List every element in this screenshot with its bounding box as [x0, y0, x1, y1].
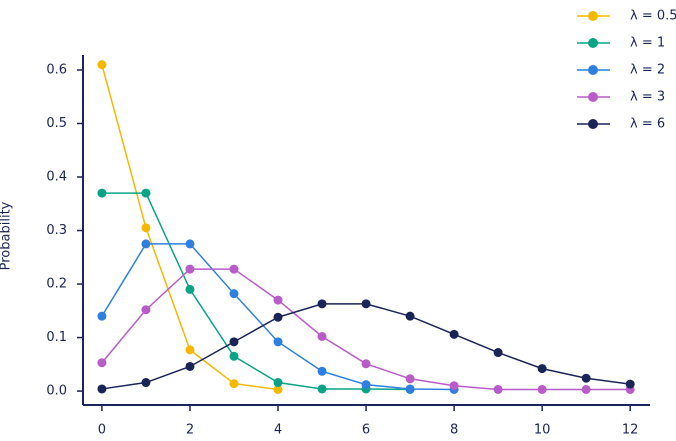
legend-marker [588, 119, 598, 129]
point [185, 239, 195, 249]
series-line [101, 268, 631, 391]
y-tick-label: 0.5 [46, 116, 67, 131]
x-tick-label: 2 [186, 423, 194, 438]
point [361, 299, 371, 309]
point [185, 361, 195, 371]
point [97, 384, 107, 394]
point [405, 311, 415, 321]
point [581, 373, 591, 383]
point [185, 284, 195, 294]
point [405, 374, 415, 384]
point [229, 337, 239, 347]
point [449, 329, 459, 339]
point [317, 331, 327, 341]
legend-label: λ = 0.5 [630, 9, 676, 24]
x-tick-label: 4 [274, 423, 282, 438]
point [229, 379, 239, 389]
point [361, 359, 371, 369]
point [317, 299, 327, 309]
point [141, 305, 151, 315]
legend-marker [588, 92, 598, 102]
y-tick-label: 0.3 [46, 223, 67, 238]
point [273, 295, 283, 305]
point [405, 384, 415, 394]
x-tick-label: 12 [622, 423, 639, 438]
point [493, 384, 503, 394]
point [317, 384, 327, 394]
point [229, 264, 239, 274]
point [97, 60, 107, 70]
legend-label: λ = 2 [630, 63, 665, 78]
point [97, 188, 107, 198]
point [317, 366, 327, 376]
y-tick-label: 0.6 [46, 62, 67, 77]
legend-label: λ = 3 [630, 90, 665, 105]
point [185, 345, 195, 355]
point [449, 381, 459, 391]
point [141, 188, 151, 198]
legend-marker [588, 11, 598, 21]
series-line [101, 303, 631, 390]
legend-marker [588, 38, 598, 48]
legend-label: λ = 6 [630, 117, 665, 132]
y-tick-label: 0.4 [46, 170, 67, 185]
x-tick-label: 0 [98, 423, 106, 438]
point [97, 311, 107, 321]
point [273, 378, 283, 388]
x-tick-label: 10 [534, 423, 551, 438]
point [361, 380, 371, 390]
y-tick-label: 0.2 [46, 277, 67, 292]
point [185, 264, 195, 274]
y-tick-label: 0.0 [46, 384, 67, 399]
point [273, 312, 283, 322]
point [537, 384, 547, 394]
series-line [101, 64, 279, 391]
point [493, 348, 503, 358]
legend-label: λ = 1 [630, 36, 665, 51]
point [537, 364, 547, 374]
point [273, 384, 283, 394]
point [625, 379, 635, 389]
point [273, 337, 283, 347]
series-line [101, 192, 411, 391]
y-tick-label: 0.1 [46, 330, 67, 345]
point [229, 351, 239, 361]
x-tick-label: 8 [450, 423, 458, 438]
legend-marker [588, 65, 598, 75]
point [141, 223, 151, 233]
x-tick-label: 6 [362, 423, 370, 438]
point [141, 378, 151, 388]
point [97, 358, 107, 368]
point [141, 239, 151, 249]
point [229, 289, 239, 299]
point [581, 384, 591, 394]
y-axis-label: Probability [0, 201, 14, 270]
